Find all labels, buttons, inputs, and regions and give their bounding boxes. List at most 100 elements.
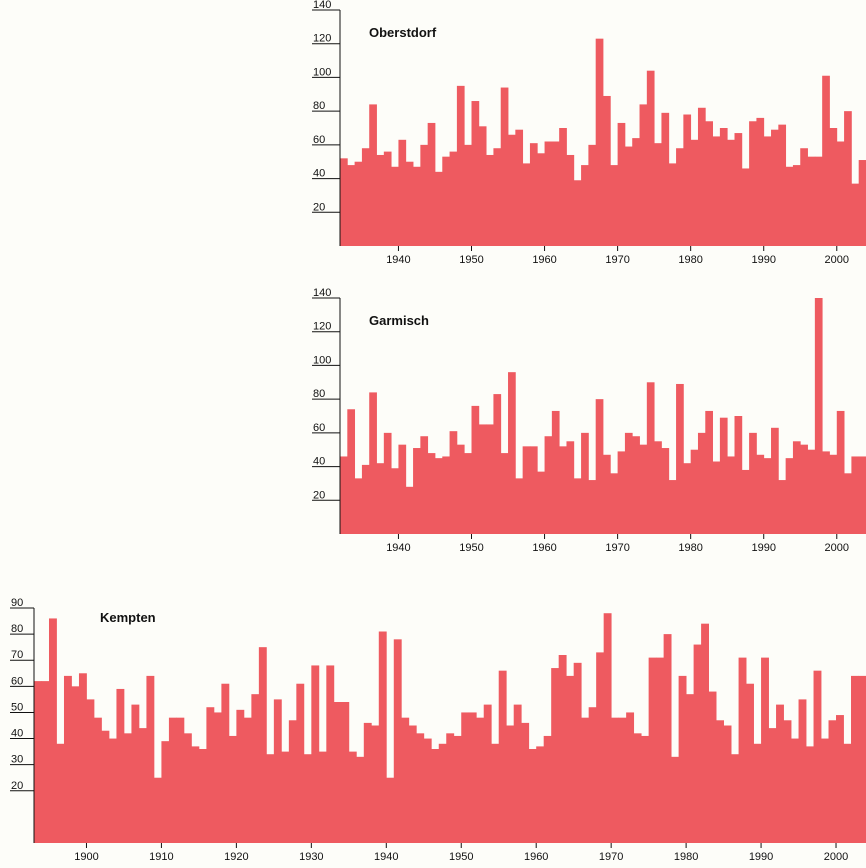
x-tick-label: 1980: [674, 851, 698, 863]
bar-1995: [800, 148, 808, 246]
bar-1930: [311, 665, 320, 843]
y-tick-label: 100: [313, 66, 331, 78]
y-tick-label: 70: [11, 649, 23, 661]
bar-1964: [573, 180, 582, 246]
bar-1918: [221, 683, 230, 843]
oberstdorf-chart: 20 40 60 80 100 120 140 1940 1950 1960 1970 1980 199…: [312, 0, 866, 266]
bar-1950: [471, 405, 480, 534]
bar-1925: [273, 699, 282, 843]
bar-1968: [603, 95, 611, 246]
bar-1963: [566, 154, 575, 246]
bar-1999: [829, 128, 838, 246]
bar-1934: [341, 702, 350, 843]
bar-1984: [719, 128, 728, 246]
bar-1978: [676, 383, 684, 534]
bar-1999: [828, 720, 837, 843]
bar-1998: [822, 75, 830, 247]
bar-1907: [138, 728, 147, 843]
bar-1959: [537, 153, 545, 246]
bar-1953: [483, 704, 492, 843]
bar-1938: [371, 725, 380, 843]
bar-1979: [683, 114, 692, 246]
bar-1934: [354, 161, 363, 246]
bar-1941: [405, 486, 414, 534]
bar-1978: [676, 148, 684, 246]
bar-1983: [712, 136, 721, 246]
bar-1937: [363, 722, 372, 843]
bar-1982: [705, 121, 713, 246]
bar-1962: [559, 128, 567, 246]
bar-1971: [618, 717, 627, 843]
bar-1942: [401, 717, 410, 843]
bar-1938: [383, 432, 392, 534]
bar-1999: [829, 454, 838, 534]
bar-1916: [206, 707, 215, 843]
x-tick-label: 2000: [824, 851, 848, 863]
bar-1942: [413, 448, 421, 534]
bar-1894: [41, 681, 50, 843]
y-tick-label: 120: [313, 321, 331, 333]
y-tick-label: 80: [313, 388, 325, 400]
bar-1986: [731, 754, 739, 843]
bar-1959: [537, 471, 545, 534]
bar-1953: [493, 148, 502, 246]
bar-1956: [515, 129, 524, 246]
bar-1982: [701, 623, 709, 843]
bar-2000: [836, 141, 845, 246]
bar-1981: [697, 107, 706, 247]
bar-1980: [686, 694, 695, 843]
x-tick-label: 1940: [386, 542, 410, 554]
x-tick-label: 1970: [605, 254, 629, 266]
bar-1960: [544, 436, 553, 534]
bar-1980: [690, 139, 699, 246]
bar-1977: [668, 480, 677, 534]
y-tick-label: 80: [11, 623, 23, 635]
bar-1943: [420, 144, 429, 246]
bar-1939: [391, 468, 399, 534]
x-tick-label: 1970: [599, 851, 623, 863]
bar-1992: [778, 480, 787, 534]
bar-1954: [500, 453, 509, 534]
bar-1966: [588, 480, 597, 534]
y-tick-label: 60: [11, 675, 23, 687]
bar-1994: [792, 441, 801, 534]
bar-1967: [595, 38, 604, 246]
bar-1986: [734, 133, 743, 246]
bar-1972: [626, 712, 635, 843]
bar-1936: [369, 104, 377, 247]
bar-1896: [56, 743, 65, 843]
bar-1977: [668, 163, 677, 246]
y-tick-label: 40: [11, 728, 23, 740]
bar-1954: [500, 87, 509, 246]
bar-1975: [654, 441, 662, 534]
bar-1915: [198, 749, 207, 843]
bar-1936: [369, 392, 377, 534]
x-tick-label: 2000: [825, 254, 849, 266]
x-tick-label: 1990: [749, 851, 773, 863]
bar-1968: [603, 454, 611, 534]
bar-1933: [347, 409, 356, 534]
bar-1967: [588, 707, 597, 843]
bar-1958: [529, 446, 538, 534]
bar-1961: [551, 410, 560, 534]
bar-1955: [508, 134, 516, 246]
bar-1939: [391, 166, 399, 246]
bar-1926: [281, 751, 290, 843]
y-tick-label: 140: [313, 288, 331, 299]
bar-1960: [536, 746, 545, 843]
x-tick-label: 1990: [751, 542, 775, 554]
garmisch-chart: 20 40 60 80 100 120 140 1940 1950 1960 1970 1980 199…: [312, 288, 866, 554]
bar-1975: [648, 657, 657, 843]
bar-1955: [498, 670, 507, 843]
bar-1950: [461, 712, 470, 843]
x-tick-label: 1980: [678, 254, 702, 266]
bar-1984: [719, 417, 728, 534]
bar-1920: [236, 709, 245, 843]
bar-2000: [836, 410, 845, 534]
bar-1933: [347, 165, 356, 246]
y-tick-label: 60: [313, 422, 325, 434]
y-tick-label: 90: [11, 598, 23, 609]
bar-1956: [515, 478, 524, 534]
bar-1967: [595, 399, 604, 534]
y-tick-label: 60: [313, 134, 325, 146]
